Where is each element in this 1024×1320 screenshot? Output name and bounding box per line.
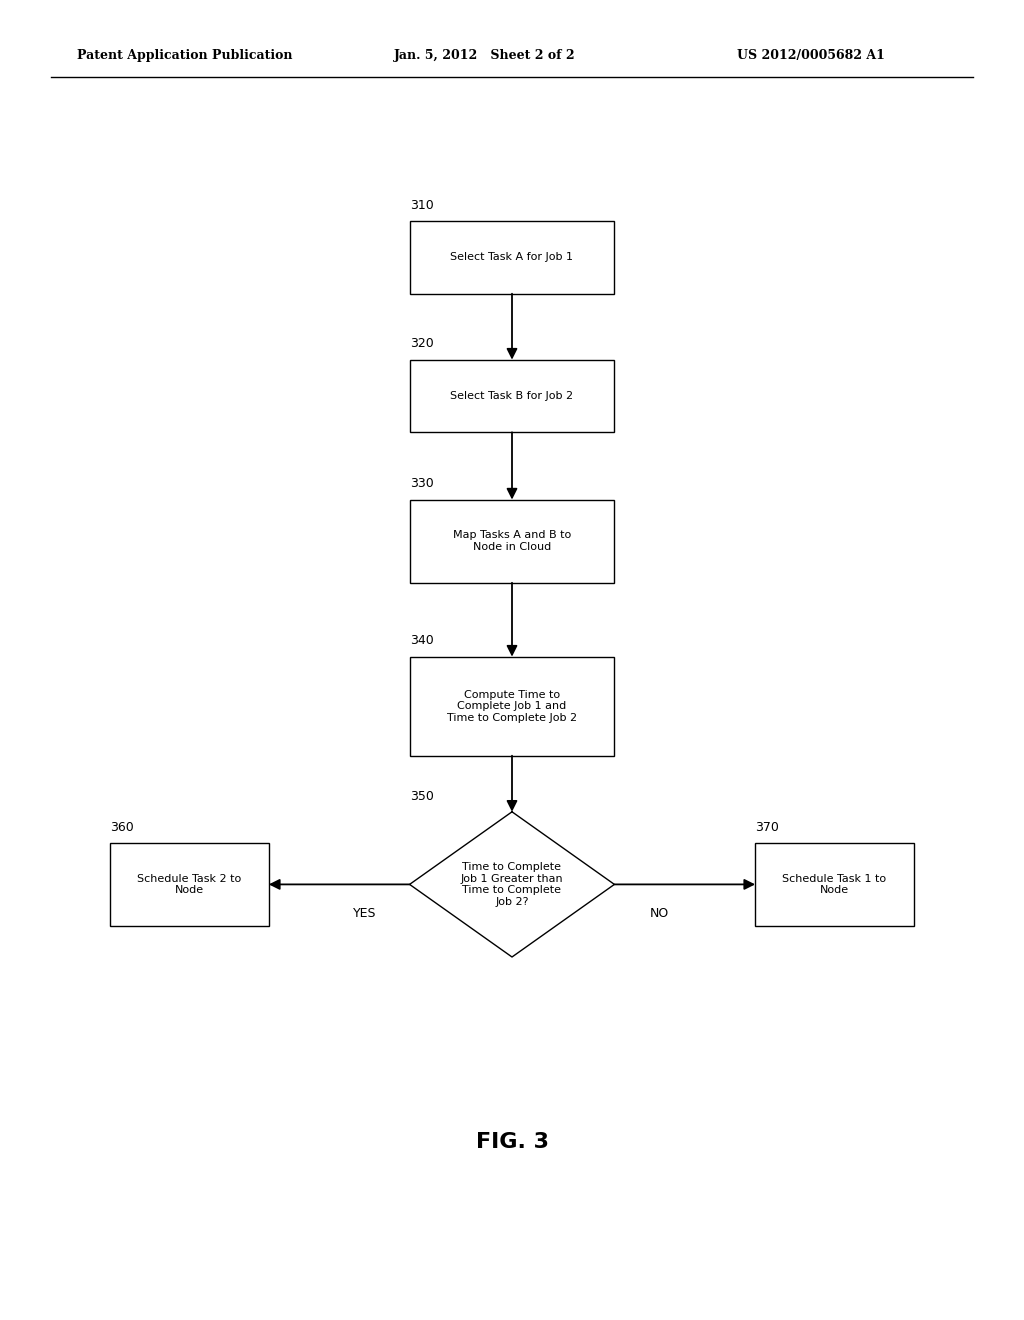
- Text: FIG. 3: FIG. 3: [475, 1131, 549, 1152]
- Text: 340: 340: [410, 635, 433, 647]
- FancyBboxPatch shape: [410, 220, 614, 293]
- Text: Time to Complete
Job 1 Greater than
Time to Complete
Job 2?: Time to Complete Job 1 Greater than Time…: [461, 862, 563, 907]
- FancyBboxPatch shape: [111, 843, 268, 927]
- Text: 320: 320: [410, 338, 433, 351]
- FancyBboxPatch shape: [410, 656, 614, 755]
- Text: 360: 360: [111, 821, 134, 834]
- Text: Select Task B for Job 2: Select Task B for Job 2: [451, 391, 573, 401]
- Text: NO: NO: [649, 907, 669, 920]
- Text: Schedule Task 2 to
Node: Schedule Task 2 to Node: [137, 874, 242, 895]
- Text: YES: YES: [353, 907, 377, 920]
- Text: Schedule Task 1 to
Node: Schedule Task 1 to Node: [782, 874, 887, 895]
- Text: Patent Application Publication: Patent Application Publication: [77, 49, 292, 62]
- Text: Select Task A for Job 1: Select Task A for Job 1: [451, 252, 573, 263]
- Text: Map Tasks A and B to
Node in Cloud: Map Tasks A and B to Node in Cloud: [453, 531, 571, 552]
- Text: 330: 330: [410, 478, 433, 491]
- Text: 350: 350: [410, 789, 433, 803]
- FancyBboxPatch shape: [410, 359, 614, 433]
- Text: Compute Time to
Complete Job 1 and
Time to Complete Job 2: Compute Time to Complete Job 1 and Time …: [446, 689, 578, 723]
- FancyBboxPatch shape: [410, 500, 614, 583]
- Text: US 2012/0005682 A1: US 2012/0005682 A1: [737, 49, 885, 62]
- FancyBboxPatch shape: [755, 843, 913, 927]
- Text: 370: 370: [755, 821, 779, 834]
- Text: Jan. 5, 2012   Sheet 2 of 2: Jan. 5, 2012 Sheet 2 of 2: [394, 49, 575, 62]
- Text: 310: 310: [410, 199, 433, 211]
